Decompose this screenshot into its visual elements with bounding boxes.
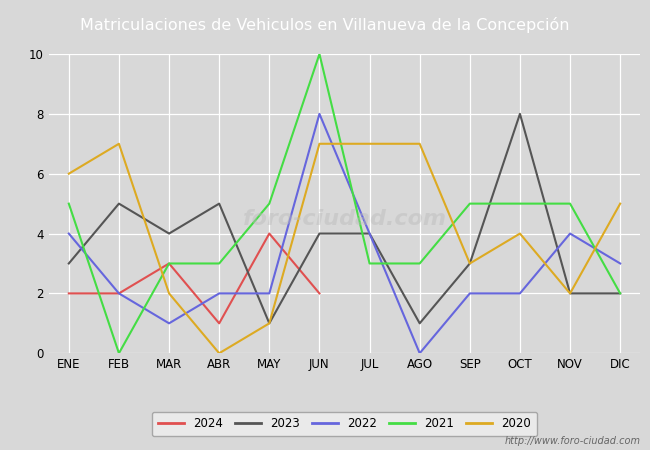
Text: foro-ciudad.com: foro-ciudad.com [242,209,447,229]
Legend: 2024, 2023, 2022, 2021, 2020: 2024, 2023, 2022, 2021, 2020 [152,411,537,436]
Text: Matriculaciones de Vehiculos en Villanueva de la Concepción: Matriculaciones de Vehiculos en Villanue… [80,17,570,32]
Text: http://www.foro-ciudad.com: http://www.foro-ciudad.com [504,436,640,446]
